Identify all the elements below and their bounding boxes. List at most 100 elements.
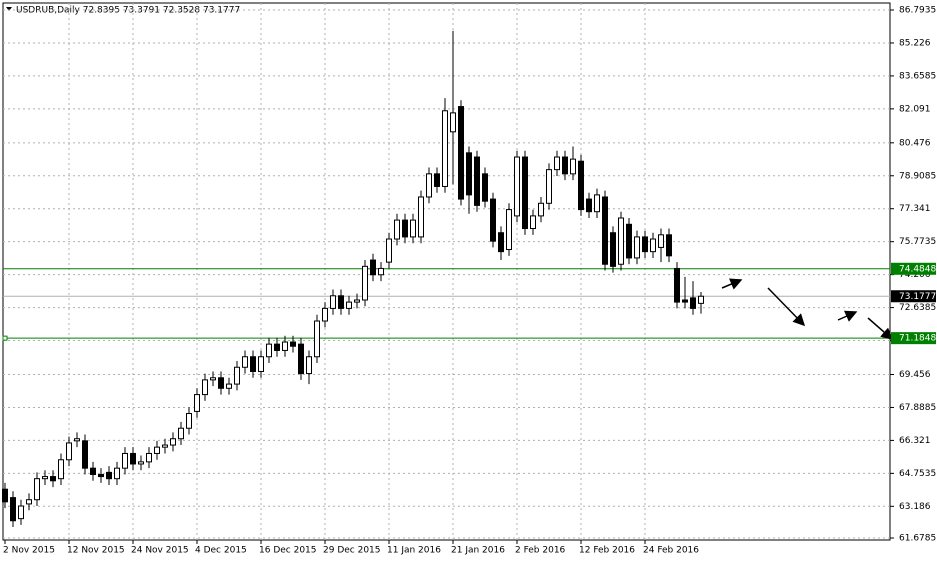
y-tick-label: 82.091 (899, 104, 931, 114)
candle-body (298, 343, 304, 375)
candle-body (274, 343, 280, 351)
candle-body (578, 160, 584, 211)
y-tick-label: 64.7535 (899, 469, 936, 479)
annotations (721, 278, 894, 340)
candle-body (658, 234, 664, 248)
candle-body (130, 452, 136, 465)
candle-body (322, 307, 328, 322)
candle-body (10, 497, 16, 522)
candle-body (538, 202, 544, 217)
candle-body (354, 299, 360, 303)
title-arrow (6, 7, 12, 11)
x-tick-label: 12 Feb 2016 (579, 546, 635, 556)
candle-body (442, 110, 448, 187)
candle-body (530, 215, 536, 230)
candle-body (586, 198, 592, 213)
x-tick-label: 2 Feb 2016 (515, 546, 566, 556)
y-tick-label: 85.226 (899, 38, 931, 48)
level-label-box (891, 262, 936, 275)
candle-body (42, 476, 48, 480)
candle-body (618, 217, 624, 265)
y-tick-label: 63.186 (899, 502, 931, 512)
candle-body (466, 152, 472, 196)
candle-body (426, 173, 432, 198)
candle-body (570, 158, 576, 175)
x-tick-label: 4 Dec 2015 (195, 546, 247, 556)
candle-body (634, 236, 640, 259)
candle-body (18, 505, 24, 520)
candle-body (306, 356, 312, 375)
candle-body (58, 459, 64, 480)
plot-frame (2, 2, 891, 541)
y-tick-label: 86.7935 (899, 6, 936, 16)
candle-body (698, 295, 704, 304)
arrow (767, 287, 806, 327)
candle-body (394, 219, 400, 240)
candle-body (330, 295, 336, 309)
candle-body (338, 295, 344, 309)
y-tick-label: 74.206 (899, 270, 931, 280)
candle-body (562, 156, 568, 175)
candle-body (650, 238, 656, 253)
candle-body (386, 238, 392, 263)
candle-body (210, 377, 216, 381)
candle-body (98, 473, 104, 478)
candle-body (82, 440, 88, 469)
candle-body (266, 343, 272, 358)
candle-body (610, 232, 616, 267)
y-tick-label: 75.7735 (899, 237, 936, 247)
candle-body (146, 452, 152, 463)
candle-body (434, 173, 440, 187)
candle-body (642, 236, 648, 253)
candle-body (450, 112, 456, 133)
y-tick-label: 78.9085 (899, 171, 936, 181)
candle-body (506, 209, 512, 251)
candle-body (546, 169, 552, 204)
y-tick-label: 77.341 (899, 204, 931, 214)
candle-body (674, 267, 680, 303)
candle-body (626, 223, 632, 259)
candle-body (218, 377, 224, 389)
candle-body (554, 156, 560, 171)
candle-body (226, 383, 232, 389)
candle-body (242, 356, 248, 368)
candle-body (154, 446, 160, 454)
candle-body (186, 413, 192, 429)
x-tick-label: 21 Jan 2016 (451, 546, 505, 556)
candle-body (666, 234, 672, 257)
candle-body (370, 259, 376, 276)
candle-body (522, 156, 528, 230)
y-tick-label: 67.8885 (899, 403, 936, 413)
candle-body (50, 476, 56, 482)
candle-body (202, 379, 208, 396)
candle-body (474, 156, 480, 206)
x-tick-label: 16 Dec 2015 (259, 546, 317, 556)
candle-body (594, 194, 600, 213)
x-tick-label: 12 Nov 2015 (67, 546, 125, 556)
candle-body (282, 341, 288, 351)
y-tick-label: 66.321 (899, 436, 931, 446)
candle-body (106, 471, 112, 480)
x-tick-label: 29 Dec 2015 (323, 546, 381, 556)
y-tick-label: 69.456 (899, 370, 931, 380)
candle-body (34, 478, 40, 501)
candle-body (346, 301, 352, 309)
candle-body (178, 427, 184, 440)
price-label: 73.1777 (899, 292, 936, 302)
y-tick-label: 83.6585 (899, 71, 936, 81)
candle-body (602, 196, 608, 265)
x-tick-label: 2 Nov 2015 (3, 546, 55, 556)
candle-body (122, 452, 128, 469)
candle-body (498, 232, 504, 253)
y-tick-label: 61.6785 (899, 534, 936, 544)
level-label: 71.1848 (899, 334, 936, 344)
y-tick-label: 80.476 (899, 138, 931, 148)
price-label-box (891, 290, 936, 303)
candle-body (2, 488, 8, 503)
candle-body (458, 106, 464, 200)
candle-body (258, 356, 264, 372)
candle-body (514, 156, 520, 217)
arrow (867, 317, 894, 340)
candle-body (410, 219, 416, 238)
candle-body (114, 467, 120, 480)
